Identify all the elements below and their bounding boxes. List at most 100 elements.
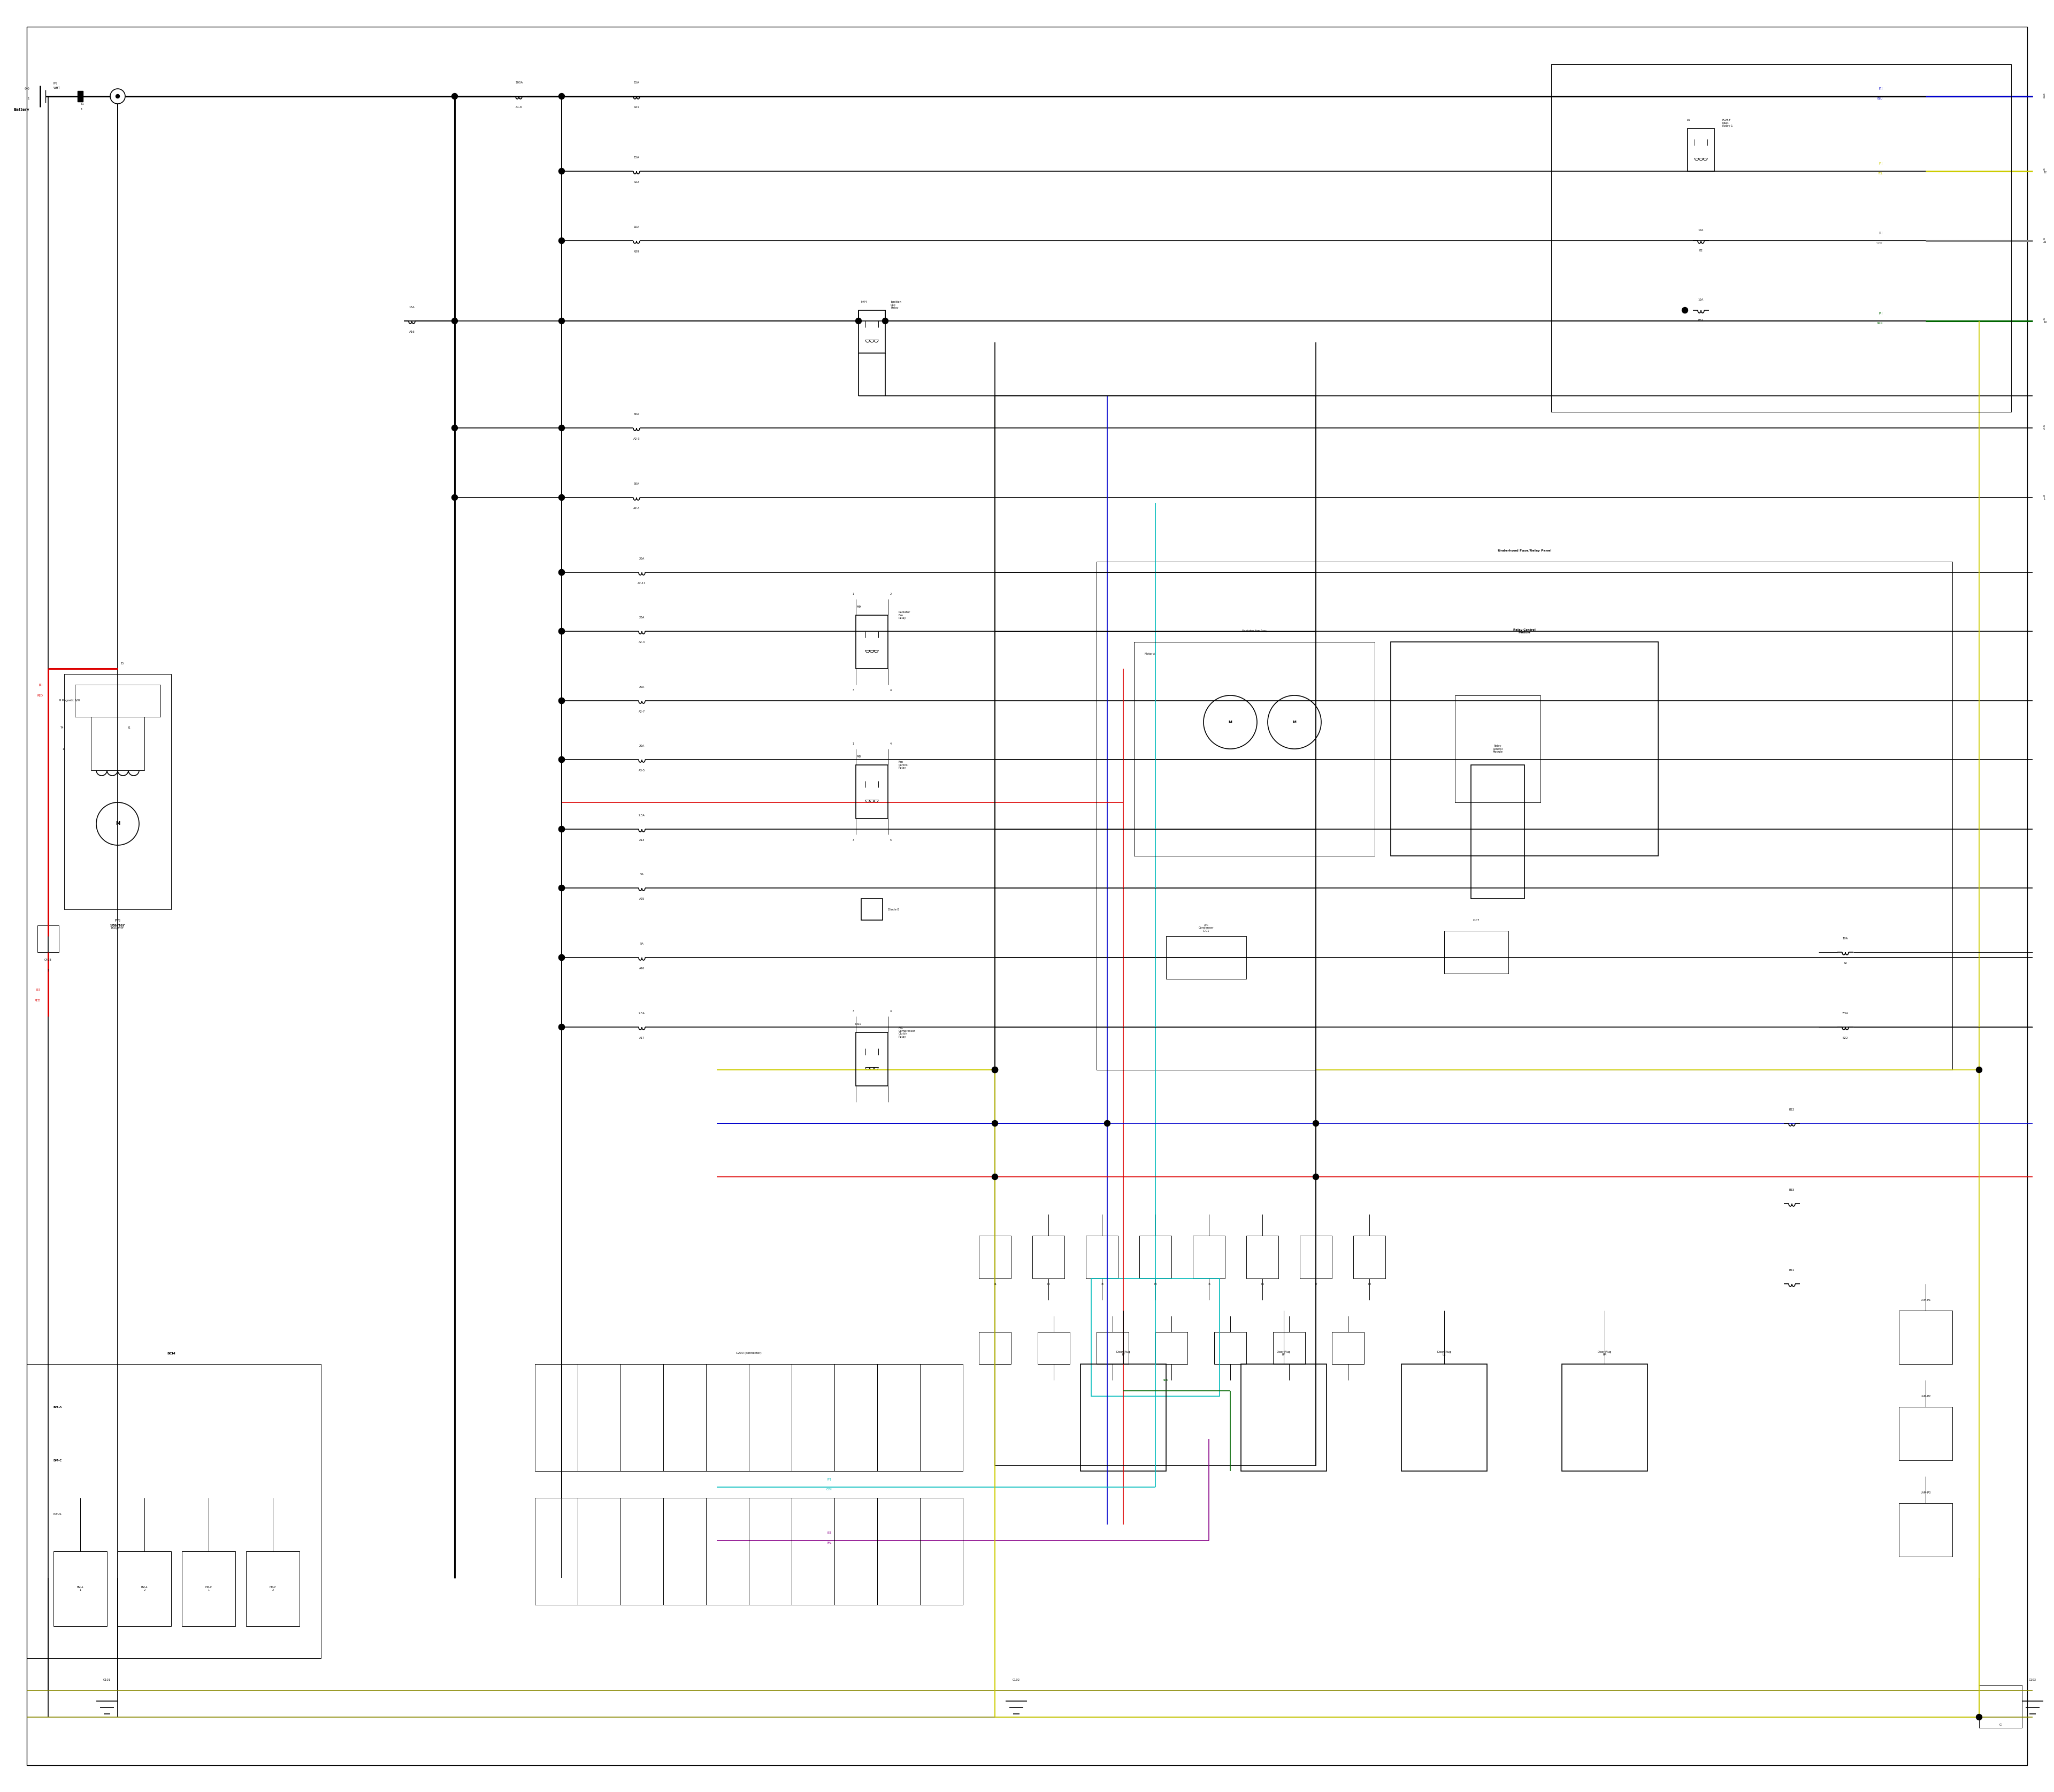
Circle shape xyxy=(1313,1174,1319,1179)
Text: A22: A22 xyxy=(633,181,639,183)
Text: DM-C
2: DM-C 2 xyxy=(269,1586,277,1591)
Text: 20A: 20A xyxy=(639,745,645,747)
Text: C200 (connector): C200 (connector) xyxy=(735,1351,762,1355)
Bar xyxy=(1898,1310,1953,1364)
Text: [E]: [E] xyxy=(1879,231,1884,235)
Text: PGM-F
Main
Relay 1: PGM-F Main Relay 1 xyxy=(1723,118,1734,127)
Bar xyxy=(1037,1331,1070,1364)
Text: P6: P6 xyxy=(1261,1283,1263,1285)
Text: DM-C: DM-C xyxy=(53,1459,62,1462)
Text: A/C
Condenser
C-C1: A/C Condenser C-C1 xyxy=(1200,923,1214,932)
Bar xyxy=(994,396,1317,1466)
Circle shape xyxy=(883,317,887,324)
Bar xyxy=(1033,1236,1064,1278)
Text: [E]: [E] xyxy=(828,1478,832,1480)
Text: [E]: [E] xyxy=(53,82,58,84)
Text: A1-6: A1-6 xyxy=(516,106,522,108)
Circle shape xyxy=(452,425,458,430)
Text: 10A: 10A xyxy=(1699,229,1703,231)
Text: B22: B22 xyxy=(1842,1036,1849,1039)
Bar xyxy=(1134,642,1374,857)
Circle shape xyxy=(992,1066,998,1073)
Circle shape xyxy=(559,826,565,831)
Text: WHT: WHT xyxy=(1875,242,1884,246)
Circle shape xyxy=(1105,1120,1109,1127)
Bar xyxy=(1391,642,1658,857)
Bar xyxy=(857,765,887,819)
Text: [E]: [E] xyxy=(1879,312,1884,314)
Text: B2: B2 xyxy=(1699,249,1703,251)
Bar xyxy=(78,91,82,102)
Circle shape xyxy=(559,629,565,634)
Text: M Magnetic S/W: M Magnetic S/W xyxy=(60,699,80,702)
Text: P2: P2 xyxy=(1048,1283,1050,1285)
Text: Relay Control
Module: Relay Control Module xyxy=(1514,629,1536,634)
Text: A21: A21 xyxy=(633,106,639,108)
Bar xyxy=(117,1552,170,1625)
Circle shape xyxy=(992,1120,998,1127)
Bar xyxy=(1091,1278,1220,1396)
Bar xyxy=(183,1552,236,1625)
Text: 5A: 5A xyxy=(641,943,643,946)
Text: A29: A29 xyxy=(633,251,639,253)
Circle shape xyxy=(857,317,861,324)
Text: Door Plug
RR: Door Plug RR xyxy=(1598,1351,1612,1357)
Text: M9: M9 xyxy=(857,606,861,609)
Text: T1: T1 xyxy=(80,102,84,106)
Bar xyxy=(27,1364,320,1658)
Bar xyxy=(1097,561,1953,1070)
Text: B33: B33 xyxy=(1789,1188,1795,1192)
Text: GRN: GRN xyxy=(1163,1378,1169,1382)
Circle shape xyxy=(559,629,565,634)
Text: CYN: CYN xyxy=(826,1489,832,1491)
Bar xyxy=(53,1552,107,1625)
Bar xyxy=(1471,765,1524,898)
Text: 5A: 5A xyxy=(641,873,643,876)
Circle shape xyxy=(559,756,565,763)
Circle shape xyxy=(559,885,565,891)
Bar xyxy=(1561,1364,1647,1471)
Bar xyxy=(37,925,60,952)
Text: A3-5: A3-5 xyxy=(639,769,645,772)
Bar xyxy=(1980,1684,2021,1727)
Text: B22: B22 xyxy=(1789,1109,1795,1111)
Text: 2.5A: 2.5A xyxy=(639,814,645,817)
Circle shape xyxy=(559,93,565,99)
Circle shape xyxy=(559,425,565,430)
Circle shape xyxy=(1976,1715,1982,1720)
Text: 0
19: 0 19 xyxy=(2044,317,2046,324)
Circle shape xyxy=(1682,306,1688,314)
Text: A2-1: A2-1 xyxy=(633,507,641,509)
Bar xyxy=(861,898,883,919)
Circle shape xyxy=(1976,1066,1982,1073)
Text: Motor A: Motor A xyxy=(1144,652,1154,656)
Text: 20A: 20A xyxy=(639,557,645,561)
Bar xyxy=(64,674,170,909)
Text: 10A: 10A xyxy=(633,226,639,229)
Bar xyxy=(74,685,160,717)
Text: WHT: WHT xyxy=(53,88,60,90)
Text: M11: M11 xyxy=(854,1023,861,1025)
Bar xyxy=(1241,1364,1327,1471)
Text: LAM-P1: LAM-P1 xyxy=(1920,1299,1931,1301)
Text: Relay
Control
Module: Relay Control Module xyxy=(1493,744,1504,753)
Circle shape xyxy=(559,697,565,704)
Bar xyxy=(1551,65,2011,412)
Text: B41: B41 xyxy=(1789,1269,1795,1272)
Circle shape xyxy=(559,697,565,704)
Circle shape xyxy=(559,570,565,575)
Text: 50A: 50A xyxy=(633,482,639,486)
Text: Door Plug
LR: Door Plug LR xyxy=(1438,1351,1450,1357)
Bar xyxy=(246,1552,300,1625)
Bar xyxy=(1087,1236,1117,1278)
Circle shape xyxy=(559,826,565,831)
Text: G103: G103 xyxy=(2029,1679,2036,1681)
Bar xyxy=(1247,1236,1278,1278)
Text: GRN: GRN xyxy=(1877,323,1884,324)
Text: LAM-P2: LAM-P2 xyxy=(1920,1394,1931,1398)
Text: A2-4: A2-4 xyxy=(639,640,645,643)
Text: Fan
Control
Relay: Fan Control Relay xyxy=(900,760,908,769)
Text: Radiator Fan Assy: Radiator Fan Assy xyxy=(1243,629,1267,633)
Text: [E]: [E] xyxy=(1879,88,1884,90)
Circle shape xyxy=(559,317,565,324)
